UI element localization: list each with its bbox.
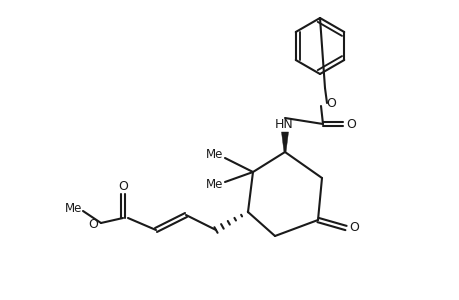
Text: Me: Me (206, 178, 223, 191)
Text: O: O (348, 221, 358, 235)
Text: Me: Me (65, 202, 83, 214)
Text: O: O (325, 97, 335, 110)
Text: O: O (345, 118, 355, 130)
Text: O: O (88, 218, 98, 232)
Text: HN: HN (274, 118, 293, 130)
Polygon shape (281, 132, 288, 152)
Text: Me: Me (206, 148, 223, 161)
Text: O: O (118, 179, 128, 193)
